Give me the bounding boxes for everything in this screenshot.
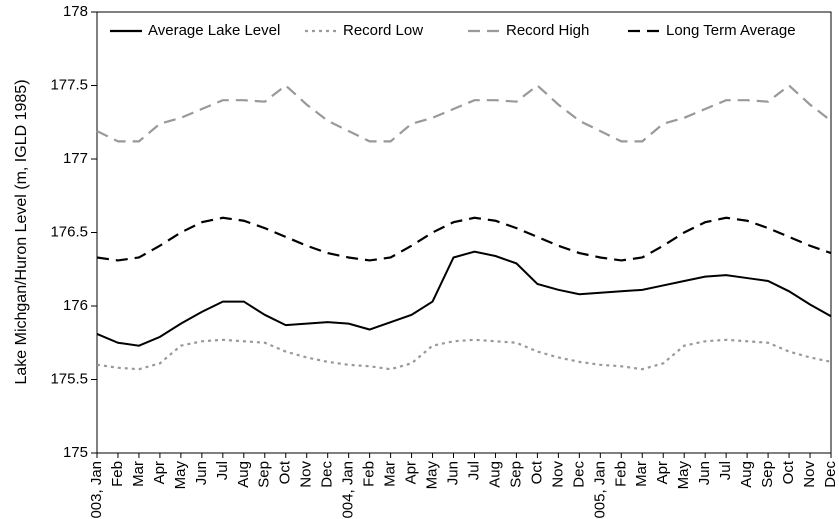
- x-tick-label: May: [172, 461, 189, 490]
- x-tick-label: Sep: [507, 461, 524, 488]
- x-tick-label: Nov: [549, 461, 566, 488]
- plot-frame: [96, 11, 832, 454]
- series-line: [96, 338, 832, 371]
- legend-label: Record High: [506, 22, 589, 39]
- legend: Average Lake Level Record Low Record High L…: [104, 16, 828, 46]
- x-tick-label: Aug: [235, 461, 252, 488]
- x-tick-label: Jul: [214, 461, 231, 480]
- series-line: [96, 216, 832, 262]
- y-tick-label: 176.5: [50, 223, 88, 240]
- x-tick-label: Mar: [382, 461, 399, 487]
- x-tick-label: Mar: [633, 461, 650, 487]
- x-tick-label: Feb: [109, 461, 126, 487]
- x-tick-label: Jul: [717, 461, 734, 480]
- y-tick-label: 178: [63, 3, 88, 20]
- x-tick-label: Jul: [465, 461, 482, 480]
- x-tick-label: May: [424, 461, 441, 490]
- x-tick-label: Apr: [151, 461, 168, 484]
- x-tick-label: Jun: [444, 461, 461, 485]
- x-tick-label: Feb: [361, 461, 378, 487]
- x-tick-label: Aug: [486, 461, 503, 488]
- y-tick-label: 177.5: [50, 76, 88, 93]
- y-axis-title: Lake Michgan/Huron Level (m, IGLD 1985): [13, 79, 30, 384]
- x-tick-label: May: [675, 461, 692, 490]
- x-tick-label: Feb: [612, 461, 629, 487]
- series-line: [96, 84, 832, 143]
- series-line: [96, 250, 832, 347]
- legend-label: Average Lake Level: [148, 22, 280, 39]
- x-tick-label: Dec: [822, 461, 839, 488]
- x-tick-label: Aug: [738, 461, 755, 488]
- x-tick-label: Apr: [403, 461, 420, 484]
- x-tick-label: Apr: [654, 461, 671, 484]
- x-tick-label: 2004, Jan: [340, 461, 357, 519]
- x-tick-label: Jun: [193, 461, 210, 485]
- x-tick-label: Jun: [696, 461, 713, 485]
- legend-box: [104, 16, 828, 46]
- x-tick-label: Oct: [528, 460, 545, 484]
- x-tick-label: Oct: [277, 460, 294, 484]
- x-tick-label: 2003, Jan: [88, 461, 105, 519]
- x-tick-label: Dec: [319, 461, 336, 488]
- x-tick-label: 2005, Jan: [591, 461, 608, 519]
- x-tick-label: Dec: [570, 461, 587, 488]
- y-tick-label: 175: [63, 444, 88, 461]
- y-tick-label: 176: [63, 297, 88, 314]
- legend-label: Long Term Average: [666, 22, 796, 39]
- x-tick-label: Nov: [801, 461, 818, 488]
- x-tick-label: Oct: [780, 460, 797, 484]
- legend-label: Record Low: [343, 22, 423, 39]
- x-tick-label: Sep: [256, 461, 273, 488]
- x-tick-label: Mar: [130, 461, 147, 487]
- x-tick-label: Sep: [759, 461, 776, 488]
- y-tick-label: 175.5: [50, 370, 88, 387]
- y-tick-label: 177: [63, 150, 88, 167]
- x-tick-label: Nov: [298, 461, 315, 488]
